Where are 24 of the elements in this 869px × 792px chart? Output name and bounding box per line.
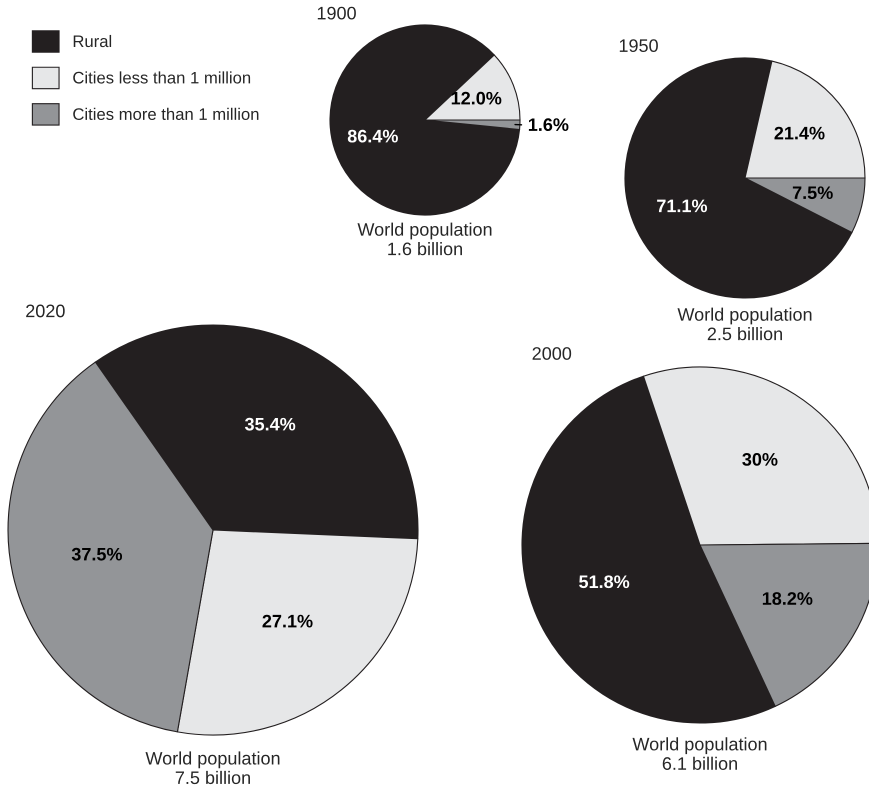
legend-label: Cities less than 1 million bbox=[73, 71, 250, 84]
text: World population 2.5 billion bbox=[677, 308, 812, 340]
text: World population 1.6 billion bbox=[357, 222, 492, 256]
data-label: 35.4% bbox=[244, 418, 296, 431]
data-label: 30% bbox=[742, 452, 778, 466]
text: World population 6.1 billion bbox=[632, 737, 766, 770]
data-label: 71.1% bbox=[657, 200, 708, 212]
chart-title: 2020 bbox=[26, 304, 65, 318]
legend-label: Cities more than 1 million bbox=[73, 108, 258, 120]
data-label: 86.4% bbox=[348, 130, 398, 143]
chart-title: 1950 bbox=[620, 39, 658, 52]
data-label: 51.8% bbox=[579, 575, 630, 588]
data-label: 21.4% bbox=[774, 126, 825, 140]
data-label: 27.1% bbox=[262, 614, 313, 628]
pie-slice bbox=[329, 24, 520, 216]
data-label: 37.5% bbox=[72, 548, 122, 561]
data-label: 7.5% bbox=[792, 186, 833, 200]
chart-title: 1900 bbox=[318, 6, 356, 20]
legend-label: Rural bbox=[74, 34, 112, 48]
data-label: 1.6% bbox=[528, 118, 568, 132]
text: World population 7.5 billion bbox=[145, 751, 280, 784]
data-label: 18.2% bbox=[762, 592, 812, 605]
data-label: 12.0% bbox=[452, 92, 502, 105]
chart-title: 2000 bbox=[532, 347, 572, 360]
